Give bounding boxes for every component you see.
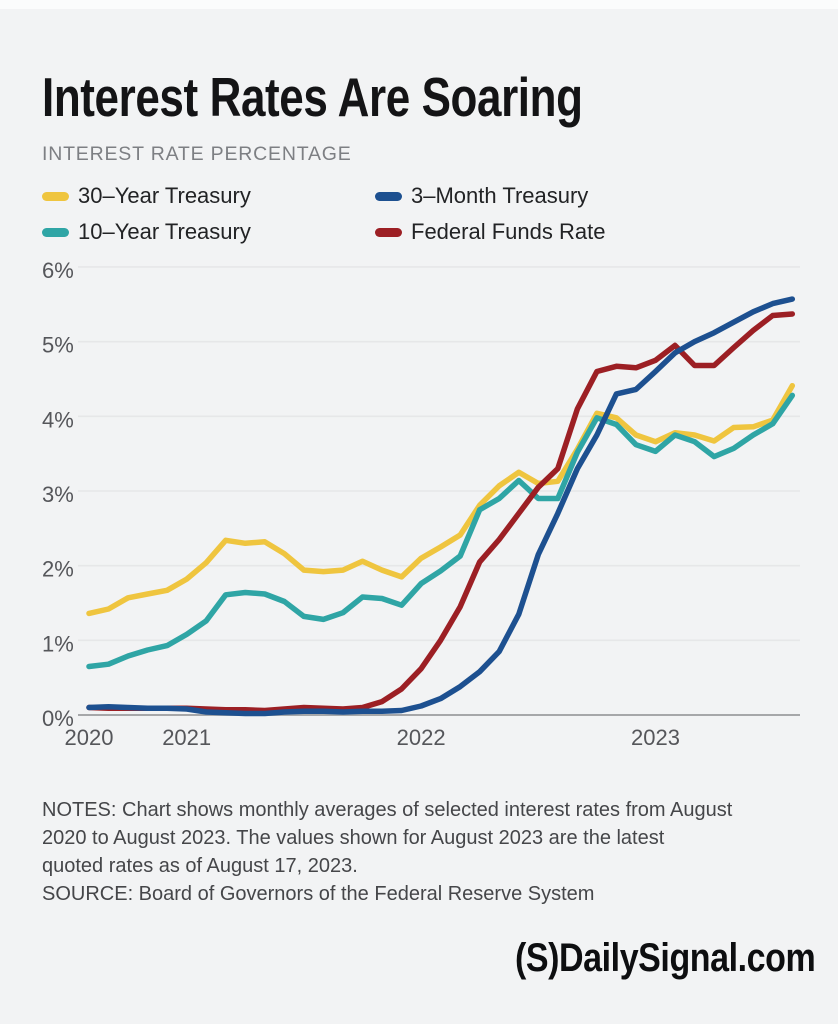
- series-line-federal-funds-rate: [86, 311, 796, 714]
- x-tick-label-2023: 2023: [631, 725, 680, 750]
- y-tick-label-5pct: 5%: [42, 333, 74, 358]
- top-strip: [0, 0, 838, 9]
- series-line-3-month-treasury: [86, 296, 796, 717]
- y-tick-label-2pct: 2%: [42, 557, 74, 582]
- y-tick-label-0pct: 0%: [42, 706, 74, 731]
- y-tick-label-4pct: 4%: [42, 407, 74, 432]
- series-line-10-year-treasury: [86, 392, 796, 670]
- x-tick-label-2021: 2021: [162, 725, 211, 750]
- legend-item-federal-funds-rate: Federal Funds Rate: [375, 219, 605, 245]
- y-tick-label-6pct: 6%: [42, 258, 74, 283]
- y-tick-label-1pct: 1%: [42, 631, 74, 656]
- legend-label: 3–Month Treasury: [411, 183, 589, 208]
- legend-item-30-year-treasury: 30–Year Treasury: [42, 183, 375, 209]
- legend-swatch-30-year-treasury-icon: [42, 191, 69, 201]
- legend-swatch-10-year-treasury-icon: [42, 227, 69, 237]
- x-tick-label-2020: 2020: [65, 725, 114, 750]
- legend-label: Federal Funds Rate: [411, 219, 606, 244]
- notes-line: NOTES: Chart shows monthly averages of s…: [42, 799, 733, 821]
- interest-rates-line-chart: 0% 1% 2% 3% 4% 5% 6% 2020 2021 2022 2023: [42, 258, 800, 750]
- x-tick-label-2022: 2022: [397, 725, 446, 750]
- legend-item-3-month-treasury: 3–Month Treasury: [375, 183, 605, 209]
- series-line-30-year-treasury: [86, 382, 796, 617]
- legend-item-10-year-treasury: 10–Year Treasury: [42, 219, 375, 245]
- notes-line: quoted rates as of August 17, 2023.: [42, 855, 358, 877]
- legend-swatch-federal-funds-rate-icon: [375, 227, 402, 237]
- legend: 30–Year Treasury 3–Month Treasury 10–Yea…: [42, 183, 605, 245]
- notes-text: NOTES: Chart shows monthly averages of s…: [42, 796, 732, 908]
- legend-label: 10–Year Treasury: [78, 219, 251, 244]
- legend-label: 30–Year Treasury: [78, 183, 251, 208]
- notes-line: 2020 to August 2023. The values shown fo…: [42, 827, 665, 849]
- dailysignal-logo: (S)DailySignal.com: [514, 936, 816, 980]
- page-title: Interest Rates Are Soaring: [42, 65, 583, 128]
- chart-axis-caption: INTEREST RATE PERCENTAGE: [42, 143, 352, 165]
- y-tick-label-3pct: 3%: [42, 482, 74, 507]
- legend-swatch-3-month-treasury-icon: [375, 191, 402, 201]
- source-line: SOURCE: Board of Governors of the Federa…: [42, 883, 595, 905]
